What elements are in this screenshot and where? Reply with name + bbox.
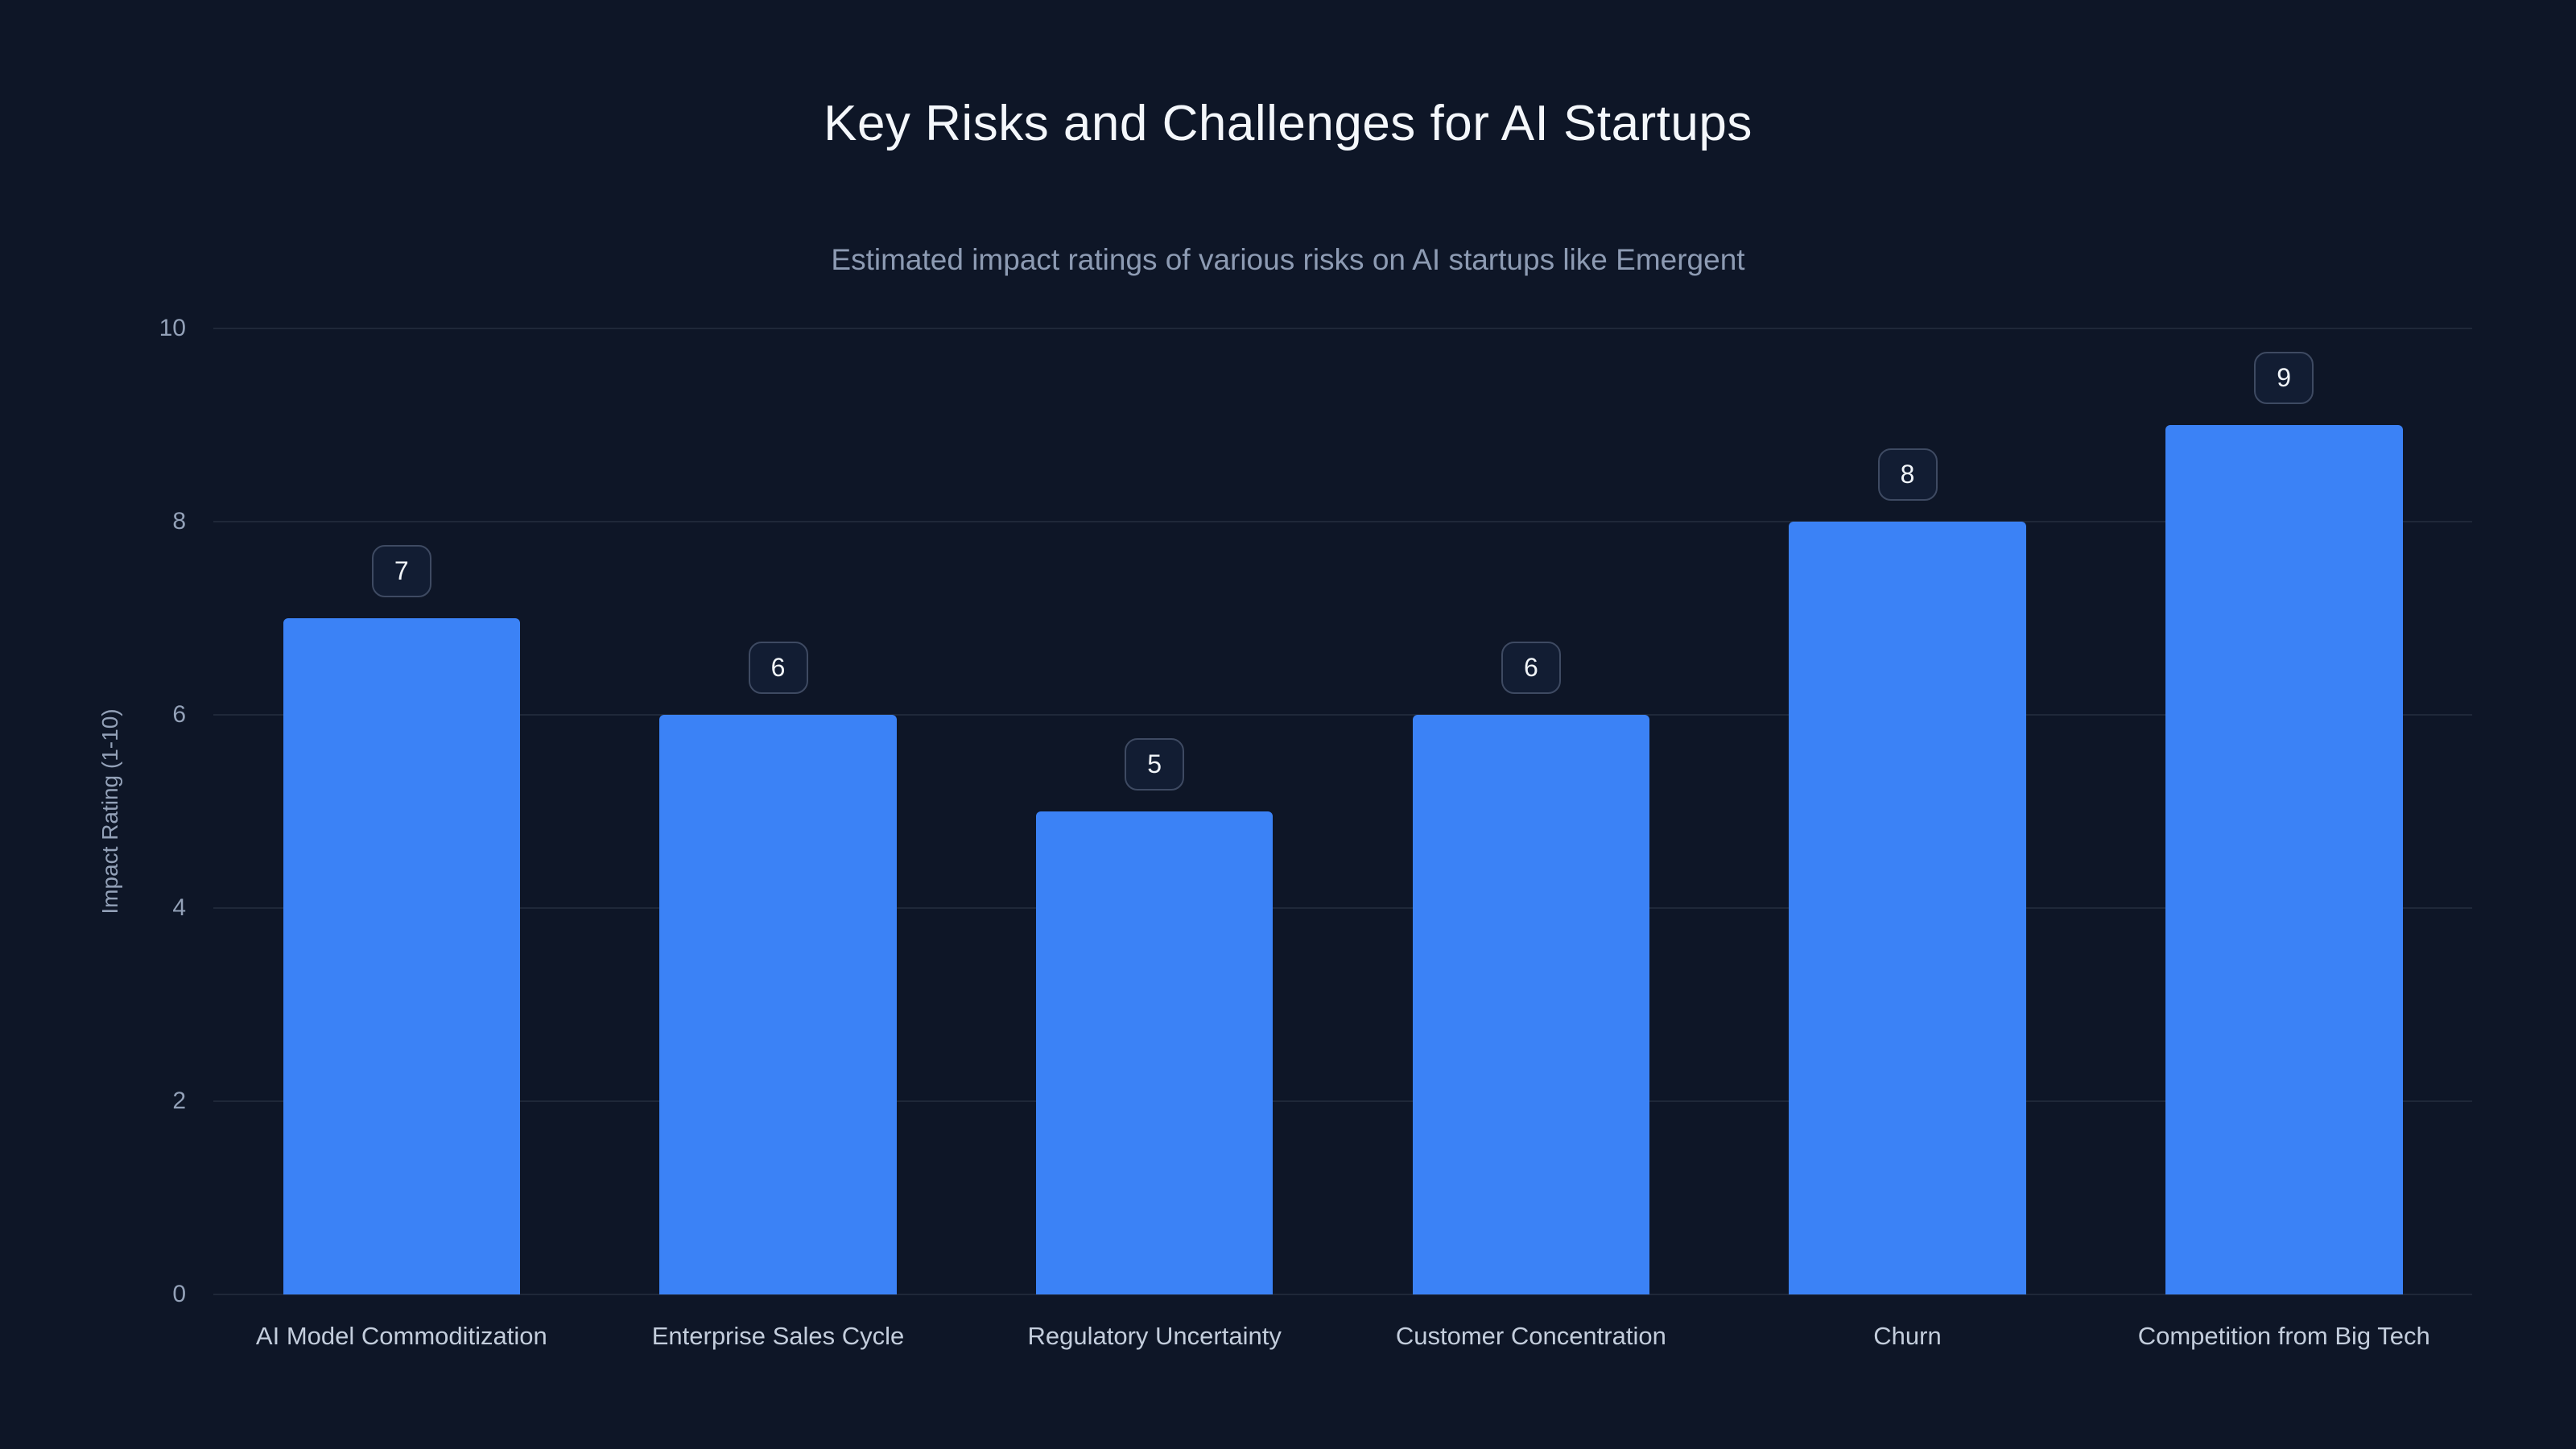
y-axis-title: Impact Rating (1-10) bbox=[97, 708, 122, 914]
chart-title: Key Risks and Challenges for AI Startups bbox=[824, 96, 1752, 151]
x-axis-category-label: Enterprise Sales Cycle bbox=[651, 1322, 905, 1350]
bar bbox=[1035, 811, 1274, 1294]
x-axis-category-label: Regulatory Uncertainty bbox=[1027, 1322, 1282, 1350]
bar-value-label: 5 bbox=[1125, 738, 1185, 791]
bars-layer: 7 6 5 6 8 9 bbox=[213, 328, 2472, 1294]
y-tick-label: 8 bbox=[172, 508, 186, 535]
x-axis-category-label: Competition from Big Tech bbox=[2137, 1322, 2430, 1350]
gridline bbox=[213, 1100, 2472, 1102]
y-tick-label: 0 bbox=[172, 1281, 186, 1307]
y-tick-label: 4 bbox=[172, 894, 186, 921]
y-tick-label: 2 bbox=[172, 1088, 186, 1114]
gridline bbox=[213, 521, 2472, 522]
bar-value-label: 8 bbox=[1877, 448, 1938, 501]
bar bbox=[2165, 425, 2403, 1294]
bar-slot: 6 bbox=[590, 328, 967, 1294]
bar-value-label: 7 bbox=[371, 545, 431, 597]
bar-slot: 6 bbox=[1343, 328, 1719, 1294]
gridline bbox=[213, 1294, 2472, 1295]
x-axis-category-label: AI Model Commoditization bbox=[255, 1322, 547, 1350]
bar-slot: 8 bbox=[1719, 328, 2096, 1294]
gridlines-layer: 0 2 4 6 8 10 bbox=[159, 315, 2472, 1307]
x-axis-labels: AI Model Commoditization Enterprise Sales… bbox=[213, 1322, 2472, 1351]
y-tick-label: 10 bbox=[159, 315, 186, 341]
bar-slot: 5 bbox=[966, 328, 1343, 1294]
chart-subtitle: Estimated impact ratings of various risk… bbox=[831, 243, 1745, 276]
bar-value-label: 6 bbox=[748, 642, 808, 694]
x-axis-category-label: Customer Concentration bbox=[1395, 1322, 1666, 1350]
bar-value-label: 9 bbox=[2254, 352, 2314, 404]
bar-slot: 9 bbox=[2095, 328, 2472, 1294]
bar bbox=[659, 715, 897, 1294]
gridline bbox=[213, 328, 2472, 329]
bar-slot: 7 bbox=[213, 328, 590, 1294]
plot-area: Impact Rating (1-10) 0 2 4 6 8 10 7 6 5 6 8 9 AI M… bbox=[97, 315, 2472, 1350]
bar bbox=[283, 618, 521, 1294]
gridline bbox=[213, 907, 2472, 909]
gridline bbox=[213, 714, 2472, 716]
bar bbox=[1789, 522, 2026, 1294]
bar bbox=[1412, 715, 1650, 1294]
bar-value-label: 6 bbox=[1501, 642, 1561, 694]
x-axis-category-label: Churn bbox=[1873, 1322, 1942, 1350]
y-tick-label: 6 bbox=[172, 701, 186, 728]
